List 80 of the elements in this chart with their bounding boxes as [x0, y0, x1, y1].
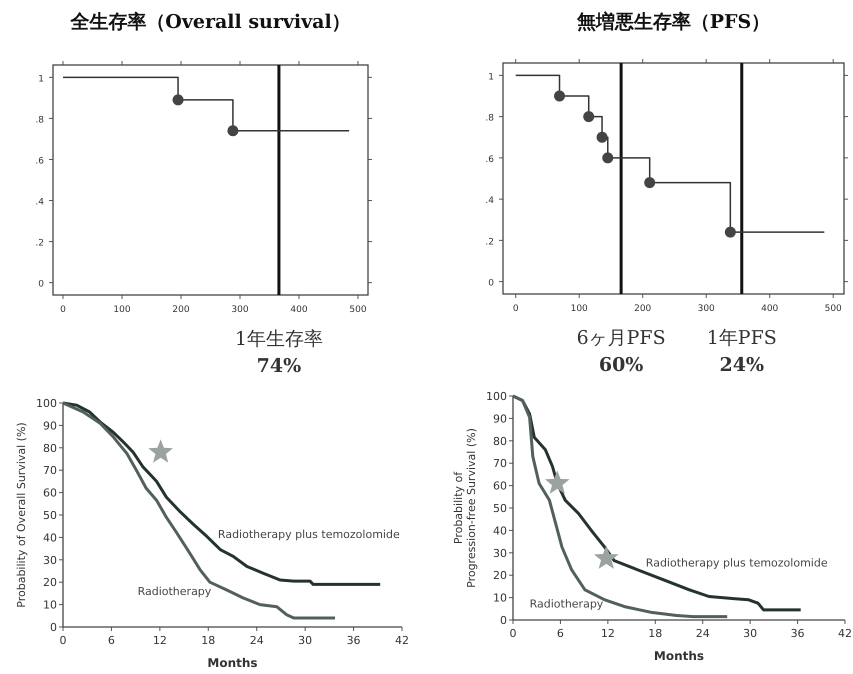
ref-line-label: 1年生存率 74% [234, 328, 323, 377]
x-tick-label: 6 [108, 634, 115, 647]
y-tick-label: 90 [43, 419, 57, 432]
y-tick-label: 0 [488, 278, 494, 289]
y-axis-title: Probability of Overall Survival (%) [15, 422, 28, 608]
x-tick-label: 400 [761, 304, 779, 314]
series-label: Radiotherapy plus temozolomide [646, 556, 828, 570]
y-tick-label: 1 [38, 74, 44, 84]
series-label: Radiotherapy plus temozolomide [218, 528, 400, 542]
x-tick-label: 30 [298, 634, 312, 647]
x-tick-label: 0 [60, 634, 66, 647]
y-tick-label: 30 [43, 554, 57, 567]
x-tick-label: 400 [290, 305, 308, 315]
y-tick-label: 40 [493, 524, 507, 538]
x-tick-label: 36 [346, 634, 361, 647]
point [583, 111, 594, 122]
x-tick-label: 500 [824, 304, 842, 314]
series-label: Radiotherapy [530, 597, 604, 610]
y-tick-label: 100 [36, 397, 57, 410]
y-tick-label: .4 [485, 196, 494, 206]
y-tick-label: 50 [43, 509, 57, 522]
chart-title: 無増悪生存率（PFS） [576, 11, 770, 33]
x-tick-label: 0 [510, 627, 516, 640]
y-tick-label: 10 [493, 592, 507, 605]
y-tick-label: 70 [493, 457, 507, 470]
y-tick-label: 30 [493, 546, 507, 560]
x-tick-label: 18 [648, 627, 662, 640]
y-tick-label: 90 [493, 412, 507, 426]
y-tick-label: 40 [43, 531, 57, 544]
point [644, 177, 656, 188]
point [602, 152, 614, 164]
y-tick-label: 0 [500, 614, 507, 627]
y-tick-label: 60 [493, 480, 507, 493]
x-tick-label: 100 [113, 305, 131, 315]
x-tick-label: 300 [698, 304, 716, 314]
y-tick-label: 70 [43, 464, 57, 478]
y-tick-label: .4 [35, 198, 44, 208]
y-tick-label: .8 [485, 114, 494, 124]
y-tick-label: .2 [485, 237, 494, 248]
x-tick-label: 200 [634, 304, 652, 314]
x-axis-title: Months [207, 656, 258, 670]
y-tick-label: 10 [43, 598, 57, 612]
x-tick-label: 12 [152, 634, 167, 647]
y-axis-title: Probability of Progression-free Survival (%) [452, 428, 478, 588]
x-tick-label: 24 [696, 627, 710, 640]
y-tick-label: 20 [43, 576, 57, 590]
x-tick-label: 18 [201, 634, 216, 647]
y-tick-label: 50 [493, 502, 507, 515]
ref-line-label: 6ヶ月PFS 60% [576, 327, 666, 376]
y-tick-label: 80 [493, 434, 507, 448]
point [554, 90, 566, 102]
x-tick-label: 12 [600, 627, 615, 640]
x-tick-label: 42 [838, 627, 852, 640]
x-tick-label: 0 [60, 305, 66, 315]
x-tick-label: 24 [250, 634, 264, 647]
x-axis-title: Months [654, 649, 704, 663]
ref-line-label: 1年PFS 24% [706, 327, 777, 376]
point [724, 226, 736, 238]
x-tick-label: 0 [512, 304, 519, 314]
point [596, 132, 608, 143]
x-tick-label: 36 [790, 627, 805, 640]
x-tick-label: 42 [395, 634, 409, 647]
y-tick-label: .6 [35, 156, 44, 166]
y-tick-label: 80 [43, 442, 57, 455]
y-tick-label: .8 [35, 115, 44, 126]
x-tick-label: 200 [172, 305, 190, 315]
x-tick-label: 100 [570, 304, 588, 314]
x-tick-label: 500 [349, 305, 367, 315]
x-tick-label: 30 [743, 627, 758, 640]
x-tick-label: 6 [556, 627, 564, 640]
chart-title: 全生存率（Overall survival） [69, 11, 351, 33]
y-tick-label: 100 [486, 390, 507, 403]
series-label: Radiotherapy [138, 585, 212, 598]
y-tick-label: .6 [485, 154, 494, 165]
y-tick-label: .2 [35, 238, 44, 249]
y-tick-label: 1 [488, 72, 494, 82]
y-tick-label: 20 [493, 569, 507, 582]
x-tick-label: 300 [231, 305, 249, 315]
y-tick-label: 0 [38, 280, 44, 290]
y-tick-label: 60 [43, 486, 57, 500]
